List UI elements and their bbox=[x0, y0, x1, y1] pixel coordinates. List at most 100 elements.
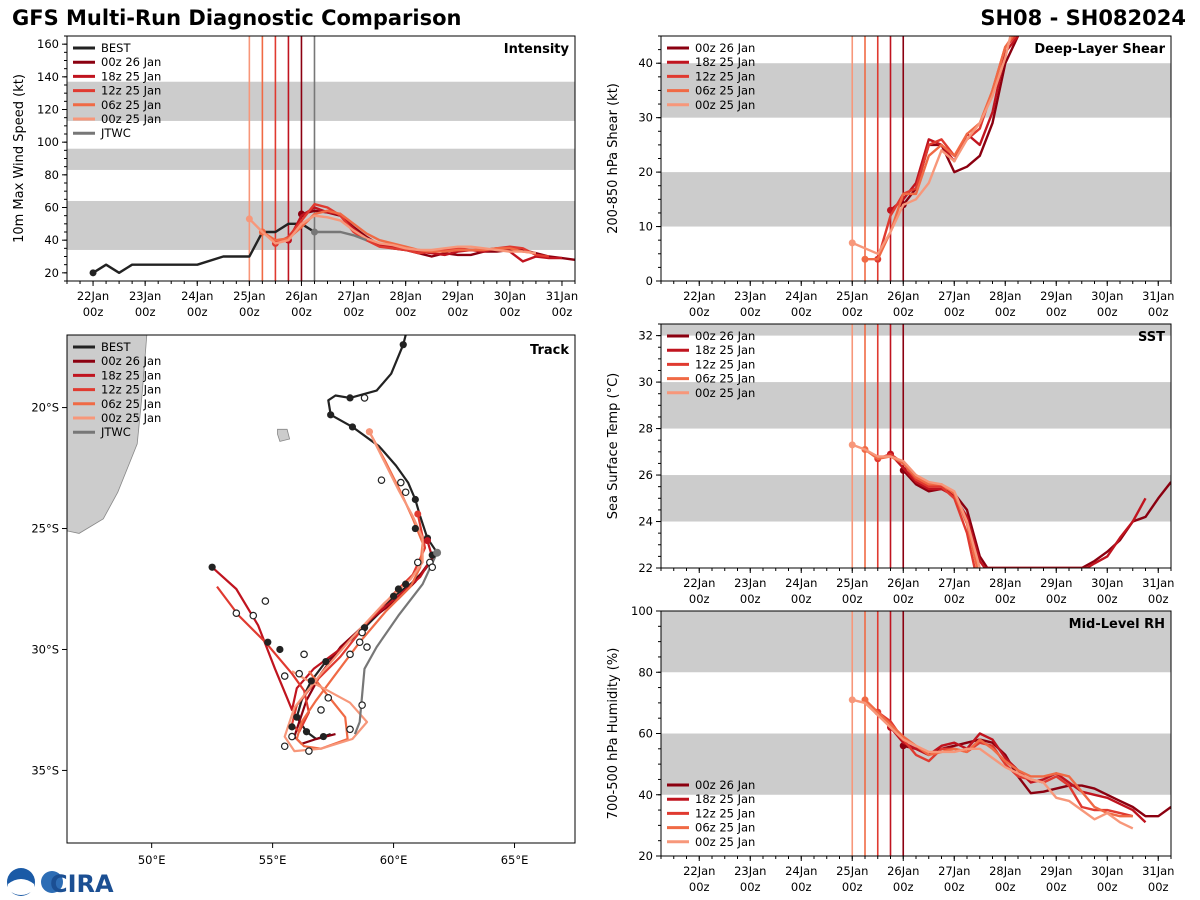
cira-logo-text: CIRA bbox=[50, 870, 114, 898]
track-jtwc-point bbox=[433, 548, 442, 557]
intensity-ytick-label: 140 bbox=[37, 70, 59, 84]
intensity-ylabel: 10m Max Wind Speed (kt) bbox=[12, 74, 27, 243]
rh-xtick-label: 00z bbox=[1046, 880, 1067, 894]
intensity-ytick-label: 100 bbox=[37, 135, 59, 149]
shear-xtick-label: 27Jan bbox=[938, 289, 970, 303]
sst-xtick-label: 22Jan bbox=[683, 576, 715, 590]
track-start-point bbox=[414, 510, 422, 518]
legend-label: 06z 25 Jan bbox=[101, 397, 161, 411]
track-panel: 50°E 55°E 60°E 65°E 20°S 25°S 30°S 35°S Track BES… bbox=[31, 334, 576, 867]
track-point-filled bbox=[322, 657, 330, 666]
rh-ytick-label: 40 bbox=[638, 788, 653, 802]
shear-xtick-label: 00z bbox=[1148, 305, 1169, 319]
shear-xtick-label: 00z bbox=[740, 305, 761, 319]
intensity-band bbox=[67, 200, 575, 250]
intensity-xtick-label: 23Jan bbox=[129, 289, 161, 303]
intensity-series-jtwc bbox=[314, 230, 368, 242]
shear-xtick-label: 30Jan bbox=[1091, 289, 1123, 303]
intensity-band bbox=[67, 148, 575, 170]
legend-label: 18z 25 Jan bbox=[101, 69, 161, 83]
track-start-point bbox=[365, 428, 373, 436]
sst-init-point bbox=[848, 441, 856, 449]
intensity-xtick-label: 00z bbox=[187, 305, 208, 319]
sst-xtick-label: 00z bbox=[1046, 592, 1067, 606]
rh-xtick-label: 00z bbox=[1148, 880, 1169, 894]
track-point-filled bbox=[276, 645, 284, 654]
intensity-init-point bbox=[245, 215, 253, 223]
sst-ytick-label: 26 bbox=[638, 468, 653, 482]
shear-xtick-label: 25Jan bbox=[836, 289, 868, 303]
track-point-open bbox=[317, 706, 325, 714]
intensity-ytick-label: 40 bbox=[44, 233, 59, 247]
legend-label: 12z 25 Jan bbox=[695, 69, 755, 83]
legend-label: 12z 25 Jan bbox=[101, 383, 161, 397]
legend-label: JTWC bbox=[100, 425, 131, 439]
rh-xtick-label: 00z bbox=[842, 880, 863, 894]
intensity-ytick-label: 120 bbox=[37, 103, 59, 117]
track-point-open bbox=[355, 638, 364, 647]
track-point-open bbox=[413, 558, 422, 567]
sst-title: SST bbox=[1138, 330, 1165, 345]
track-point-filled bbox=[208, 563, 216, 571]
legend-label: 12z 25 Jan bbox=[695, 357, 755, 371]
sst-xtick-label: 00z bbox=[689, 592, 710, 606]
rh-band bbox=[661, 611, 1171, 673]
rh-xtick-label: 25Jan bbox=[836, 864, 868, 878]
track-point-open bbox=[324, 694, 333, 702]
shear-xtick-label: 00z bbox=[1046, 305, 1067, 319]
rh-xtick-label: 00z bbox=[740, 880, 761, 894]
sst-xtick-label: 28Jan bbox=[989, 576, 1021, 590]
intensity-ytick-label: 80 bbox=[44, 168, 59, 182]
track-point-open bbox=[261, 597, 270, 605]
legend-label: 00z 25 Jan bbox=[695, 98, 755, 112]
track-point-open bbox=[346, 725, 354, 734]
legend-label: JTWC bbox=[100, 126, 131, 140]
track-point-open bbox=[295, 669, 304, 678]
track-point-filled bbox=[293, 713, 301, 721]
track-title: Track bbox=[530, 343, 569, 358]
legend-label: 00z 25 Jan bbox=[101, 411, 161, 425]
storm-id: SH08 - SH082024 bbox=[980, 6, 1186, 30]
legend-label: BEST bbox=[101, 340, 131, 354]
legend-label: 00z 25 Jan bbox=[101, 112, 161, 126]
intensity-ytick-label: 160 bbox=[37, 37, 59, 51]
rh-series bbox=[848, 696, 1171, 830]
intensity-xtick-label: 28Jan bbox=[389, 289, 421, 303]
track-jtwc bbox=[353, 552, 439, 735]
sst-xtick-label: 00z bbox=[1097, 592, 1118, 606]
shear-ylabel: 200-850 hPa Shear (kt) bbox=[606, 83, 621, 234]
track-xtick-label: 50°E bbox=[138, 853, 166, 867]
sst-band bbox=[661, 324, 1171, 336]
track-point-filled bbox=[411, 524, 419, 533]
sst-ytick-label: 30 bbox=[638, 375, 653, 389]
track-point-open bbox=[280, 672, 289, 680]
shear-ytick-label: 0 bbox=[646, 274, 653, 288]
track-point-open bbox=[428, 563, 437, 572]
intensity-ytick-label: 20 bbox=[44, 266, 59, 280]
shear-xtick-label: 31Jan bbox=[1142, 289, 1174, 303]
intensity-series-run00z25 bbox=[248, 214, 537, 255]
legend-label: 00z 26 Jan bbox=[695, 329, 755, 343]
intensity-panel: 20 40 60 80 100 120 140 160 22Jan 00z 23Jan 00z 24Ja… bbox=[12, 35, 578, 319]
noaa-logo-wave bbox=[8, 879, 34, 895]
intensity-xtick-label: 26Jan bbox=[285, 289, 317, 303]
legend-label: 12z 25 Jan bbox=[695, 806, 755, 820]
sst-series-run00z25 bbox=[851, 443, 981, 568]
track-point-filled bbox=[399, 341, 407, 349]
intensity-xtick-label: 00z bbox=[291, 305, 312, 319]
shear-xtick-label: 24Jan bbox=[785, 289, 817, 303]
legend-label: 18z 25 Jan bbox=[695, 55, 755, 69]
intensity-xtick-label: 27Jan bbox=[337, 289, 369, 303]
intensity-xtick-label: 00z bbox=[552, 305, 573, 319]
figure-title: GFS Multi-Run Diagnostic Comparison bbox=[12, 6, 462, 30]
sst-band bbox=[661, 382, 1171, 429]
legend-label: 00z 26 Jan bbox=[695, 41, 755, 55]
rh-xtick-label: 00z bbox=[689, 880, 710, 894]
track-xtick-label: 65°E bbox=[501, 853, 529, 867]
intensity-xtick-label: 24Jan bbox=[181, 289, 213, 303]
sst-xtick-label: 29Jan bbox=[1040, 576, 1072, 590]
track-point-open bbox=[300, 650, 308, 659]
rh-ylabel: 700-500 hPa Humidity (%) bbox=[606, 648, 621, 820]
legend-label: 06z 25 Jan bbox=[695, 372, 755, 386]
legend-label: 00z 26 Jan bbox=[101, 354, 161, 368]
